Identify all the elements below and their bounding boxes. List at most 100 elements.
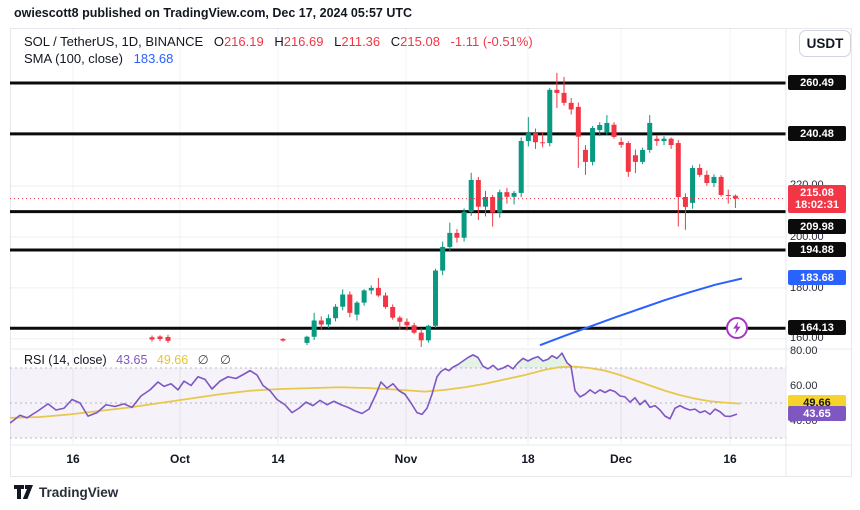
candle-body [280, 339, 286, 341]
candles-layer [149, 72, 738, 347]
rsi-label: RSI (14, close) [24, 353, 107, 367]
candle-body [483, 197, 488, 207]
time-tick-18[interactable]: 18 [521, 452, 535, 466]
candle-body [411, 325, 417, 333]
candle-body [454, 232, 460, 238]
hline-price-badge: 240.48 [788, 126, 846, 141]
candle-body [668, 138, 674, 146]
time-tick-14[interactable]: 14 [271, 452, 285, 466]
candle-body [525, 133, 531, 142]
high-value: 216.69 [283, 34, 324, 49]
lightning-bolt-icon[interactable] [726, 317, 748, 339]
candle-body [311, 320, 317, 337]
candle-body [682, 197, 688, 207]
candle-body [475, 179, 481, 207]
candle-body [468, 179, 474, 212]
candle-body [440, 246, 446, 271]
candle-body [497, 192, 503, 213]
candle-body [354, 302, 360, 315]
candle-body [590, 128, 596, 162]
candle-body [390, 306, 396, 318]
rsi-empty-slots: ∅ ∅ [197, 353, 235, 367]
candle-body [347, 294, 353, 313]
change-value: -1.11 (-0.51%) [450, 34, 533, 49]
candle-body [704, 174, 710, 184]
candle-body [597, 124, 603, 131]
candle-body [554, 89, 560, 93]
rsi-legend[interactable]: RSI (14, close) 43.65 49.66 ∅ ∅ [24, 352, 235, 367]
candle-body [518, 141, 524, 193]
low-label: L [334, 34, 342, 49]
candle-body [561, 92, 567, 103]
rsi-axis-label: 60.00 [790, 380, 818, 392]
tradingview-logo[interactable]: TradingView [14, 485, 118, 500]
candle-body [640, 149, 646, 162]
rsi-line[interactable] [10, 352, 738, 424]
tradingview-logo-text: TradingView [39, 485, 119, 500]
candle-body [604, 122, 610, 133]
candle-body [540, 142, 546, 144]
candle-body [368, 287, 374, 291]
candle-body [532, 133, 538, 143]
candle-body [418, 332, 424, 341]
sma-legend[interactable]: SMA (100, close) 183.68 [24, 51, 173, 66]
candle-body [375, 287, 381, 296]
rsi-ma-line[interactable] [10, 365, 741, 419]
hline-price-badge: 260.49 [788, 75, 846, 90]
sma-line[interactable] [539, 277, 743, 347]
high-label: H [274, 34, 284, 49]
candle-body [732, 195, 738, 199]
bar-countdown: 18:02:31 [794, 199, 840, 211]
hline-price-badge: 164.13 [788, 320, 846, 335]
open-label: O [213, 34, 224, 49]
time-tick-Oct[interactable]: Oct [169, 452, 191, 466]
candle-body [697, 167, 703, 175]
candle-body [325, 318, 331, 325]
candle-body [647, 122, 653, 150]
rsi-value-badge: 43.65 [788, 406, 846, 421]
candle-body [461, 211, 467, 238]
time-tick-Nov[interactable]: Nov [394, 452, 418, 466]
candle-body [165, 337, 171, 341]
lightning-glyph [733, 321, 741, 335]
close-value: 215.08 [400, 34, 440, 49]
candle-body [149, 337, 155, 340]
price-axis-label: 200.00 [790, 231, 824, 243]
hline-price-badge: 209.98 [788, 219, 846, 234]
last-price-value: 215.08 [800, 187, 834, 199]
candle-body [511, 192, 517, 197]
rsi-overbought-fill [453, 354, 483, 368]
close-label: C [390, 34, 401, 49]
candle-body [157, 336, 163, 340]
time-tick-Dec[interactable]: Dec [609, 452, 633, 466]
symbol-title[interactable]: SOL / TetherUS, 1D, BINANCE [24, 34, 204, 49]
candle-body [318, 320, 324, 325]
attribution-text: owiescott8 published on TradingView.com,… [14, 6, 413, 20]
candle-body [425, 325, 431, 341]
candle-body [618, 142, 624, 145]
candle-body [675, 143, 681, 198]
rsi-value: 43.65 [116, 353, 148, 367]
time-tick-16[interactable]: 16 [66, 452, 80, 466]
candle-body [304, 336, 310, 343]
rsi-ma-value: 49.66 [156, 353, 189, 367]
candle-body [404, 321, 410, 326]
candle-body [690, 167, 696, 203]
price-axis-label: 160.00 [790, 332, 824, 344]
candle-body [632, 155, 638, 162]
candle-body [433, 270, 439, 326]
last-price-badge: 215.08 18:02:31 [788, 185, 846, 213]
candle-body [718, 176, 724, 195]
open-value: 216.19 [223, 34, 264, 49]
low-value: 211.36 [341, 34, 381, 49]
candle-body [568, 102, 574, 110]
candle-body [711, 176, 717, 184]
candle-body [333, 306, 339, 319]
symbol-header[interactable]: SOL / TetherUS, 1D, BINANCE O216.19 H216… [24, 34, 533, 49]
currency-toggle-button[interactable]: USDT [799, 30, 851, 57]
price-axis-label: 180.00 [790, 282, 824, 294]
candle-body [397, 317, 403, 322]
time-tick-16[interactable]: 16 [723, 452, 737, 466]
